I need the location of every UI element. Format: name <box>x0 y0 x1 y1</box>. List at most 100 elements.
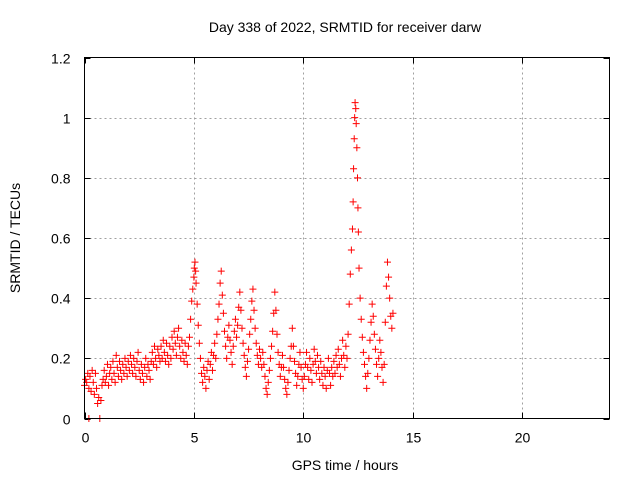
plot-frame <box>84 57 610 419</box>
data-point <box>320 363 328 371</box>
data-point <box>262 384 270 392</box>
data-point <box>271 288 279 296</box>
data-point <box>259 348 267 356</box>
data-point <box>120 369 128 377</box>
data-point <box>230 327 238 335</box>
data-point <box>108 375 116 383</box>
data-point <box>202 384 210 392</box>
data-point <box>241 363 249 371</box>
data-point <box>274 348 282 356</box>
data-point <box>149 360 157 368</box>
data-point <box>261 372 269 380</box>
data-point <box>178 336 186 344</box>
data-point <box>293 381 301 389</box>
data-point <box>335 360 343 368</box>
data-point <box>268 342 276 350</box>
data-point <box>251 324 259 332</box>
data-point <box>373 360 381 368</box>
data-point <box>145 366 153 374</box>
data-point <box>383 258 391 266</box>
data-point <box>225 321 233 329</box>
data-point <box>155 351 163 359</box>
data-point <box>123 372 131 380</box>
data-point <box>152 354 160 362</box>
data-point <box>102 372 110 380</box>
data-point <box>135 366 143 374</box>
data-point <box>291 357 298 365</box>
data-point <box>385 273 393 281</box>
x-tick-label: 20 <box>515 430 531 446</box>
data-point <box>361 360 368 368</box>
y-tick-label: 0 <box>63 412 71 428</box>
data-point <box>206 360 214 368</box>
data-point <box>188 297 196 305</box>
data-point <box>363 384 371 392</box>
data-point <box>389 309 397 317</box>
data-point <box>140 378 148 386</box>
data-point <box>379 378 387 386</box>
data-point <box>264 378 272 386</box>
data-point <box>172 351 180 359</box>
data-point <box>354 228 362 236</box>
tick-labels: 0 5 10 15 20 0 0.2 0.4 0.6 0.8 1 1.2 <box>51 51 530 446</box>
x-tick-label: 5 <box>191 430 199 446</box>
data-point <box>316 375 324 383</box>
data-point <box>103 360 111 368</box>
data-point <box>196 354 204 362</box>
data-point <box>239 339 247 347</box>
data-point <box>366 336 374 344</box>
x-tick-label: 10 <box>296 430 312 446</box>
data-point <box>357 315 365 323</box>
data-point <box>332 351 340 359</box>
data-point <box>82 375 90 383</box>
data-point <box>226 336 234 344</box>
data-point <box>186 333 193 341</box>
data-point <box>128 360 136 368</box>
data-point <box>375 354 383 362</box>
data-point <box>173 333 181 341</box>
x-tick-label: 0 <box>82 430 90 446</box>
data-point <box>136 375 144 383</box>
data-point <box>217 267 225 275</box>
data-point <box>236 288 244 296</box>
data-point <box>285 366 293 374</box>
data-point <box>380 360 388 368</box>
data-point <box>376 336 384 344</box>
data-point <box>101 378 109 386</box>
y-tick-label: 1 <box>63 111 71 127</box>
data-point <box>313 351 321 359</box>
data-point <box>214 315 222 323</box>
data-point <box>237 306 245 314</box>
data-point <box>201 372 209 380</box>
data-point <box>170 327 178 335</box>
data-point <box>354 174 361 182</box>
data-point <box>192 279 200 287</box>
data-point <box>118 375 126 383</box>
data-point <box>130 354 138 362</box>
grid <box>84 57 610 419</box>
data-point <box>348 225 356 233</box>
y-tick-label: 0.2 <box>51 351 71 367</box>
data-point <box>129 369 137 377</box>
data-point <box>318 369 326 377</box>
data-point <box>256 345 263 353</box>
data-point <box>248 297 256 305</box>
data-point <box>266 354 274 362</box>
data-point <box>182 351 190 359</box>
data-point <box>133 357 141 365</box>
data-point <box>340 351 348 359</box>
data-point <box>163 339 171 347</box>
data-point <box>343 354 351 362</box>
data-point <box>308 378 316 386</box>
data-point <box>306 354 314 362</box>
data-point <box>161 357 169 365</box>
data-point <box>381 318 389 326</box>
data-point <box>351 114 359 122</box>
data-point <box>345 300 353 308</box>
data-point <box>358 333 366 341</box>
data-point <box>280 363 288 371</box>
y-tick-label: 0.4 <box>51 291 71 307</box>
data-point <box>143 372 151 380</box>
data-point <box>223 354 231 362</box>
data-point <box>307 366 315 374</box>
